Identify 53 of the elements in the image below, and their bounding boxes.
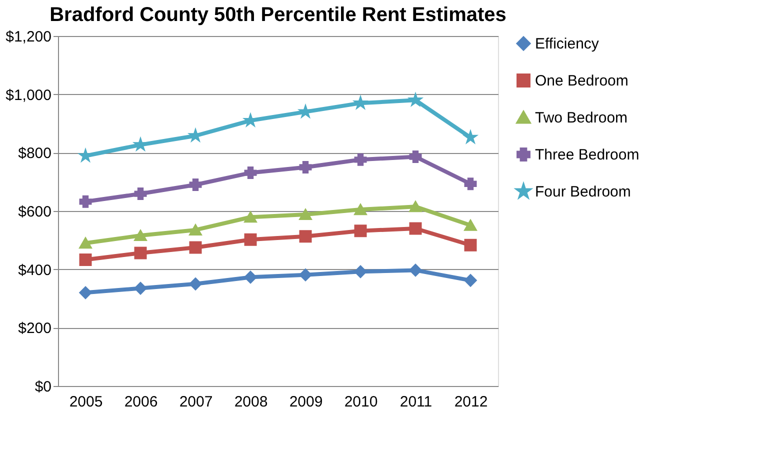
x-tick-label: 2012 — [454, 394, 488, 410]
y-tick-label: $1,200 — [6, 28, 52, 46]
point — [354, 204, 367, 216]
point — [464, 238, 477, 252]
point — [354, 153, 367, 166]
point — [134, 246, 147, 260]
point — [134, 282, 147, 295]
point — [189, 178, 202, 191]
legend-label: Four Bedroom — [535, 184, 631, 200]
x-tick-label: 2008 — [234, 394, 268, 410]
y-tick-label: $0 — [34, 378, 52, 396]
x-tick-label: 2007 — [179, 394, 213, 410]
x-tick-label: 2005 — [69, 394, 103, 410]
point — [134, 188, 147, 200]
legend-label: Three Bedroom — [535, 146, 640, 164]
y-tick-label: $200 — [18, 320, 52, 338]
point — [244, 212, 257, 223]
point — [464, 178, 477, 190]
y-tick-label: $400 — [18, 262, 52, 279]
point — [189, 241, 202, 254]
y-tick-label: $800 — [18, 145, 52, 162]
point — [409, 264, 422, 276]
point — [79, 238, 92, 249]
point — [409, 150, 422, 163]
point — [409, 222, 422, 235]
point — [299, 161, 312, 174]
point — [299, 230, 312, 243]
point — [244, 166, 257, 180]
point — [134, 230, 147, 242]
legend-label: One Bedroom — [535, 72, 628, 90]
point — [79, 286, 92, 299]
legend-label: Two Bedroom — [535, 110, 628, 126]
point — [464, 220, 477, 231]
point — [299, 268, 312, 282]
point — [464, 274, 477, 287]
point — [299, 208, 312, 220]
x-tick-label: 2009 — [289, 394, 323, 410]
x-tick-label: 2006 — [124, 394, 158, 410]
point — [354, 224, 367, 238]
x-tick-label: 2010 — [344, 394, 378, 410]
point — [189, 278, 202, 290]
y-tick-label: $1,000 — [6, 86, 52, 104]
y-tick-label: $600 — [18, 204, 52, 220]
point — [244, 233, 257, 246]
x-tick-label: 2011 — [400, 394, 432, 410]
point — [354, 265, 367, 278]
point — [189, 224, 202, 236]
point — [79, 195, 92, 208]
point — [79, 253, 92, 266]
point — [244, 270, 257, 284]
chart-title: Bradford County 50th Percentile Rent Estimates — [50, 4, 506, 26]
point — [409, 201, 422, 212]
legend-label: Efficiency — [535, 36, 600, 52]
